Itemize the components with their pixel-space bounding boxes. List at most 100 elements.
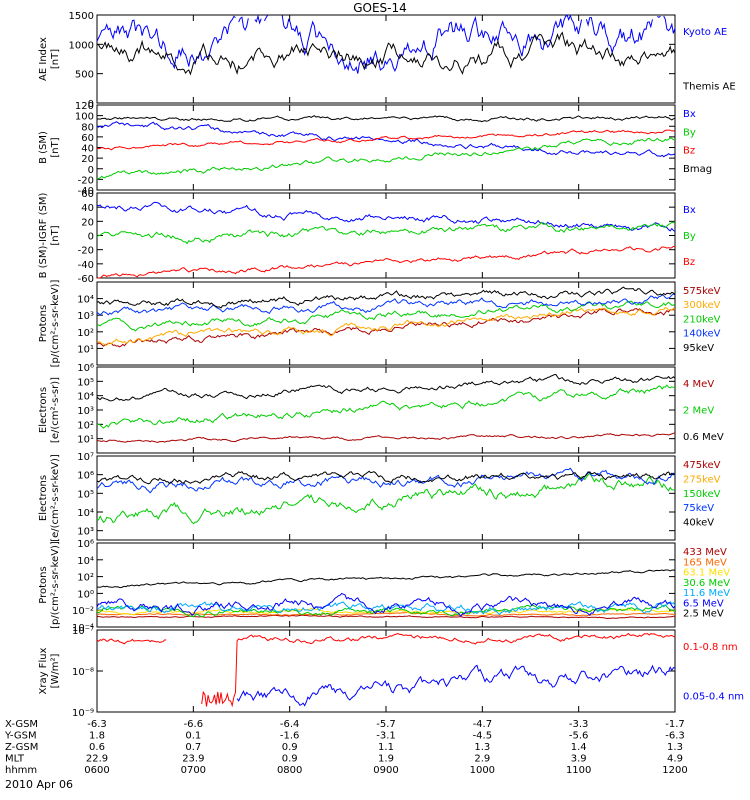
panel-protons_low: 10¹ 10² 10³ 10⁴ Protons [p/(cm²-s-sr-keV)] 575…	[38, 280, 721, 368]
legend-entry: 75keV	[683, 503, 714, 514]
y-tick-label: 60	[81, 189, 94, 200]
series-line-40kev	[96, 470, 676, 485]
legend-entry: Bx	[683, 205, 696, 216]
y-axis-label: Protons	[38, 305, 49, 342]
x-row-value: 1.3	[474, 742, 490, 753]
legend-entry: 95keV	[683, 343, 714, 354]
x-row-value: 1.3	[667, 742, 683, 753]
y-tick-label: 40	[81, 203, 94, 214]
x-row-value: 4.9	[667, 754, 683, 765]
legend-entry: 6.5 MeV	[683, 598, 724, 609]
y-tick-label: 10²	[77, 420, 94, 431]
series-line-75kev	[96, 467, 676, 494]
legend-entry: 475keV	[683, 460, 721, 471]
x-row-value: 3.9	[571, 754, 587, 765]
y-tick-label: 10⁴	[77, 556, 94, 567]
panel-xray: 10⁻⁹ 10⁻⁸ 10⁻⁷ Xray Flux [W/m²] 0.1-0.8 nm 0.0…	[38, 626, 744, 719]
panel-frame	[96, 455, 676, 541]
y-axis-label: [nT]	[50, 225, 61, 245]
y-tick-label: 10⁻²	[72, 606, 94, 617]
y-tick-label: 10¹	[77, 344, 94, 355]
legend-entry: 275keV	[683, 474, 721, 485]
x-row-value: -5.6	[569, 731, 589, 742]
y-tick-label: 10⁰	[77, 589, 94, 600]
panel-frame	[96, 629, 676, 713]
y-tick-label: -40	[78, 260, 94, 271]
y-tick-label: 10⁶	[77, 539, 94, 550]
x-row-value: 2.9	[474, 754, 490, 765]
series-line-bz	[96, 245, 676, 279]
panel-electrons_mev: 10¹ 10² 10³ 10⁴ 10⁵ 10⁶ Electrons [e/(cm²-s-sr)…	[38, 363, 724, 454]
x-row-value: -6.6	[184, 719, 204, 730]
y-tick-label: 80	[81, 122, 94, 133]
y-axis-label: B (SM)-IGRF (SM)	[38, 193, 49, 279]
x-row-value: 0700	[181, 765, 206, 776]
x-row-value: -3.1	[376, 731, 396, 742]
legend-entry: 575keV	[683, 286, 721, 297]
y-tick-label: 60	[81, 133, 94, 144]
legend-entry: Bx	[683, 109, 696, 120]
series-line-by	[96, 221, 676, 245]
series-line-by	[96, 137, 676, 180]
y-axis-label: [nT]	[50, 49, 61, 69]
series-line-0-05-0-4-nm	[236, 664, 676, 707]
legend-entry: 40keV	[683, 518, 714, 529]
x-row-label: Y-GSM	[4, 731, 37, 742]
x-row-value: 1.8	[89, 731, 105, 742]
y-axis-label: [e/(cm²-s-sr-keV)]	[50, 454, 61, 542]
y-tick-label: 10²	[77, 328, 94, 339]
series-group	[96, 373, 676, 443]
legend-entry: 63.1 MeV	[683, 568, 730, 579]
series-line-150kev	[96, 472, 676, 525]
y-tick-label: -20	[78, 246, 94, 257]
legend-entry: 150keV	[683, 489, 721, 500]
y-tick-label: 1500	[69, 11, 94, 22]
chart-title: GOES-14	[353, 1, 407, 15]
y-axis-label: [nT]	[50, 137, 61, 157]
x-row-value: 1.4	[571, 742, 587, 753]
x-row-value: -1.6	[280, 731, 300, 742]
y-axis-label: Electrons	[38, 387, 49, 433]
series-group	[96, 14, 676, 76]
legend-entry: 30.6 MeV	[683, 578, 730, 589]
y-tick-label: 10⁻⁴	[72, 623, 94, 634]
x-row-value: -4.5	[473, 731, 493, 742]
series-group	[96, 632, 676, 708]
x-row-value: 0600	[84, 765, 109, 776]
legend-entry: 0.1-0.8 nm	[683, 642, 738, 653]
x-row-value: 0.9	[282, 754, 298, 765]
y-tick-label: 500	[75, 70, 94, 81]
x-row-label: Z-GSM	[5, 742, 38, 753]
x-row-value: 0900	[373, 765, 398, 776]
series-group	[96, 286, 676, 348]
series-line-kyoto-ae	[96, 14, 676, 74]
legend-entry: 0.05-0.4 nm	[683, 692, 744, 703]
panel-ae: 0 500 1000 1500 AE Index [nT] Kyoto AE Themis A…	[38, 11, 736, 110]
y-tick-label: 10⁷	[77, 452, 94, 463]
series-line-575kev	[96, 307, 676, 348]
panel-frame	[96, 192, 676, 279]
y-axis-label: [e/(cm²-s-sr)]	[50, 377, 61, 443]
series-group	[96, 115, 676, 180]
series-line-bx	[96, 201, 676, 232]
x-row-value: 1.9	[378, 754, 394, 765]
x-row-value: -6.4	[280, 719, 300, 730]
series-group	[96, 569, 676, 620]
series-line-63-1-mev	[96, 608, 676, 616]
x-row-value: -6.3	[665, 731, 685, 742]
panel-bigrf: -60 -40 -20 0 20 40 60 B (SM)-IGRF (SM) [nT] Bx By…	[38, 189, 696, 285]
series-group	[96, 201, 676, 279]
x-row-value: -4.7	[473, 719, 493, 730]
panel-electrons_kev: 10³ 10⁴ 10⁵ 10⁶ 10⁷ Electrons [e/(cm²-s-sr-keV…	[38, 452, 721, 542]
y-tick-label: 10³	[77, 406, 94, 417]
y-tick-label: 40	[81, 144, 94, 155]
series-line-2-5-mev	[97, 569, 676, 589]
legend-entry: Themis AE	[682, 81, 736, 92]
series-line-6-5-mev	[96, 592, 676, 617]
y-tick-label: 0	[88, 232, 94, 243]
x-row-value: 23.9	[182, 754, 204, 765]
y-tick-label: 20	[81, 217, 94, 228]
x-axis-table: X-GSM -6.3 -6.6 -6.4 -5.7 -4.7 -3.3 -1.7 Y-GSM 1.…	[4, 15, 688, 776]
x-row-value: -6.3	[87, 719, 107, 730]
